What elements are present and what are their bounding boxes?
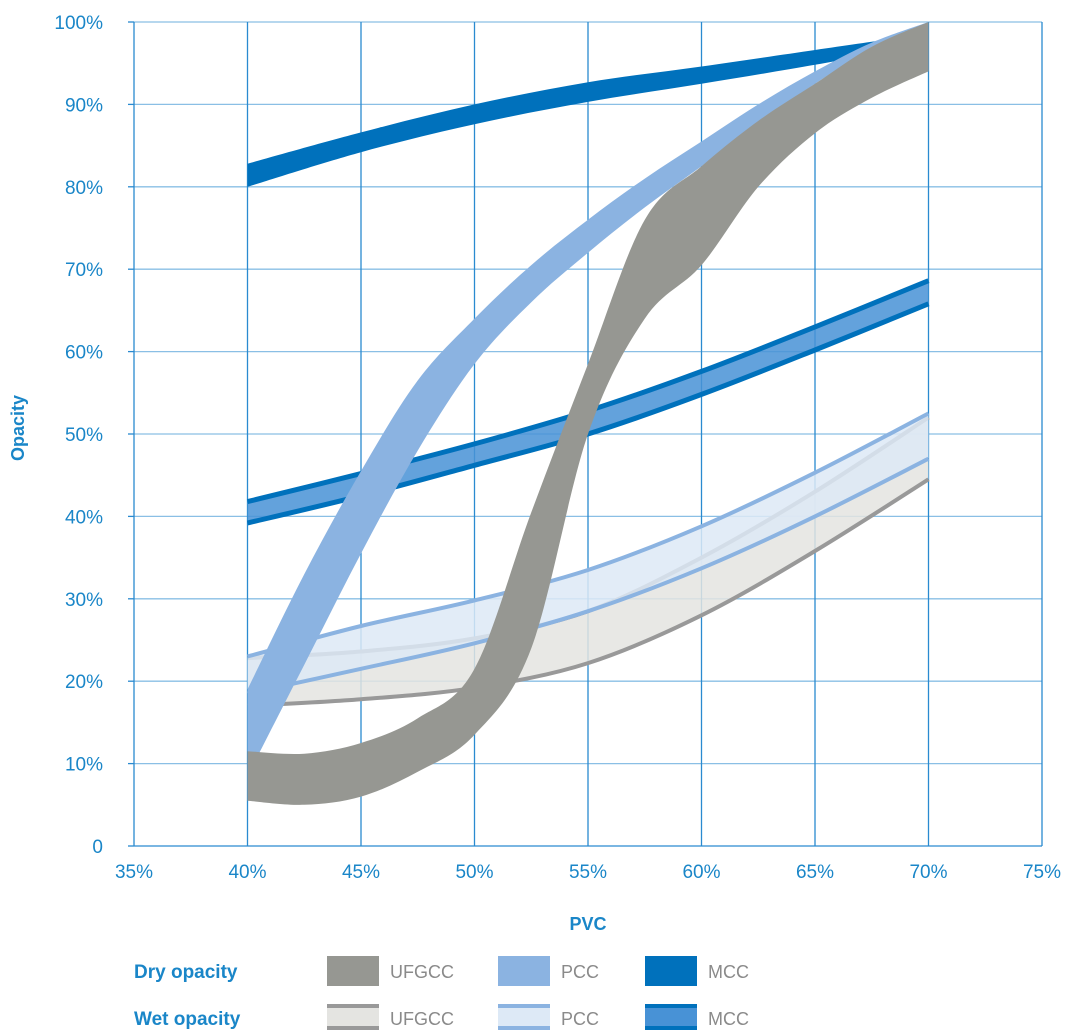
y-tick-label: 60% (65, 343, 103, 364)
line-upper-pcc-wet (246, 411, 930, 659)
legend-swatch-mcc-wet (645, 1004, 697, 1030)
y-tick-label: 90% (65, 95, 103, 116)
band-mcc-dry (247, 38, 895, 187)
band-ufgcc-dry (247, 22, 929, 805)
legend-label-pcc-dry: PCC (561, 962, 599, 982)
legend-swatch-ufgcc-dry (327, 956, 379, 986)
y-tick-label: 40% (65, 507, 103, 528)
x-tick-label: 60% (682, 862, 720, 883)
x-tick-label: 45% (342, 862, 380, 883)
y-tick-label: 10% (65, 755, 103, 776)
y-tick-label: 70% (65, 260, 103, 281)
series-mcc-dry (247, 38, 895, 187)
x-tick-label: 55% (569, 862, 607, 883)
series-pcc-wet (246, 411, 930, 696)
x-axis-title: PVC (569, 914, 606, 934)
x-tick-label: 70% (909, 862, 947, 883)
y-tick-label: 20% (65, 672, 103, 693)
x-tick-label: 35% (115, 862, 153, 883)
legend-swatch-ufgcc-wet (327, 1004, 379, 1030)
x-tick-label: 75% (1023, 862, 1061, 883)
legend-swatch-pcc-dry (498, 956, 550, 986)
legend-label-mcc-dry: MCC (708, 962, 749, 982)
y-tick-label: 30% (65, 590, 103, 611)
legend-swatch-mcc-dry (645, 956, 697, 986)
legend-label-mcc-wet: MCC (708, 1009, 749, 1029)
y-axis-title: Opacity (8, 395, 28, 461)
legend-wet-heading: Wet opacity (134, 1009, 241, 1030)
line-lower-ufgcc-wet (247, 477, 930, 708)
series-ufgcc-dry (247, 22, 929, 805)
legend: Dry opacity Wet opacity UFGCC PCC MCC UF… (134, 956, 749, 1030)
x-tick-label: 65% (796, 862, 834, 883)
legend-label-ufgcc-wet: UFGCC (390, 1009, 454, 1029)
legend-label-ufgcc-dry: UFGCC (390, 962, 454, 982)
legend-dry-heading: Dry opacity (134, 962, 238, 983)
y-tick-label: 0 (92, 837, 103, 858)
y-tick-label: 50% (65, 425, 103, 446)
band-pcc-wet (247, 413, 929, 694)
x-tick-label: 40% (228, 862, 266, 883)
legend-swatch-pcc-wet (498, 1004, 550, 1030)
band-mcc-wet (247, 280, 929, 523)
y-tick-label: 100% (54, 13, 103, 34)
x-tick-label: 50% (455, 862, 493, 883)
plot-area (246, 22, 930, 805)
y-tick-label: 80% (65, 178, 103, 199)
legend-label-pcc-wet: PCC (561, 1009, 599, 1029)
axis-ticks: 35% 40% 45% 50% 55% 60% 65% 70% 75% 0 10% 20% 30% 40%… (54, 13, 1061, 883)
line-lower-pcc-wet (247, 456, 930, 696)
